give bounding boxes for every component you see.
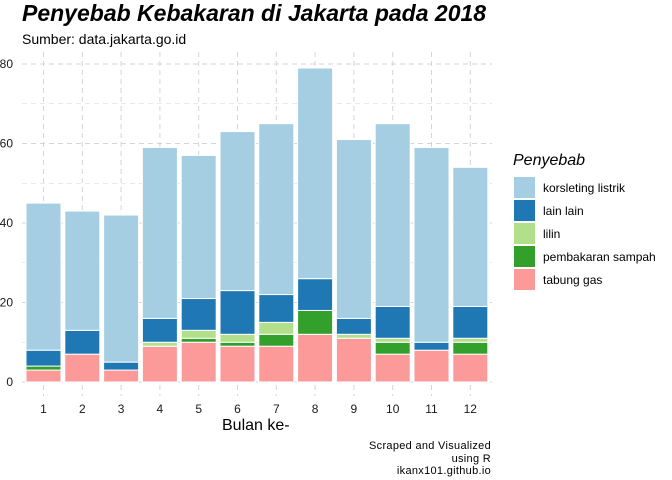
bar-segment bbox=[219, 333, 256, 343]
bar-segment bbox=[413, 349, 450, 383]
legend-swatch bbox=[513, 245, 536, 268]
bar-segment bbox=[374, 341, 411, 355]
legend-label: lain lain bbox=[543, 203, 584, 218]
bar-segment bbox=[374, 123, 411, 307]
legend-title: Penyebab bbox=[513, 152, 586, 169]
bar-segment bbox=[297, 278, 334, 311]
bar-segment bbox=[141, 146, 178, 319]
x-tick-label: 11 bbox=[425, 402, 438, 416]
bar-segment bbox=[374, 353, 411, 383]
bar-segment bbox=[258, 321, 295, 335]
x-tick-label: 6 bbox=[234, 402, 241, 416]
y-tick-label: 40 bbox=[0, 216, 13, 230]
bar-segment bbox=[452, 337, 489, 343]
caption: Scraped and Visualized using R ikanx101.… bbox=[369, 440, 491, 478]
bar-segment bbox=[219, 341, 256, 347]
bar-segment bbox=[25, 349, 62, 367]
legend-swatch bbox=[513, 176, 536, 199]
y-tick-label: 60 bbox=[0, 137, 13, 151]
caption-line-1: Scraped and Visualized bbox=[369, 440, 491, 452]
bar-segment bbox=[180, 337, 217, 343]
bar-segment bbox=[452, 166, 489, 307]
y-tick-label: 0 bbox=[6, 375, 13, 389]
bar-segment bbox=[258, 294, 295, 323]
bar-segment bbox=[25, 202, 62, 351]
y-tick-label: 20 bbox=[0, 296, 13, 310]
bar-segment bbox=[297, 333, 334, 383]
x-tick-label: 5 bbox=[195, 402, 202, 416]
y-tick-label: 80 bbox=[0, 57, 13, 71]
bar-segment bbox=[25, 369, 62, 383]
x-tick-label: 7 bbox=[273, 402, 280, 416]
legend-label: tabung gas bbox=[543, 272, 603, 287]
bar-segment bbox=[64, 329, 101, 355]
x-tick-label: 12 bbox=[464, 402, 478, 416]
x-tick-label: 8 bbox=[312, 402, 319, 416]
legend: Penyebab korsleting listrik lain lain lili… bbox=[513, 152, 656, 291]
legend-swatch bbox=[513, 199, 536, 222]
bar-segment bbox=[258, 333, 295, 347]
bar-segment bbox=[180, 154, 217, 300]
bar-segment bbox=[141, 341, 178, 347]
bar-segment bbox=[219, 345, 256, 383]
bar-segment bbox=[103, 361, 140, 371]
bar-segment bbox=[297, 67, 334, 280]
bar-segment bbox=[25, 365, 62, 371]
bar-segment bbox=[413, 146, 450, 343]
legend-swatch bbox=[513, 268, 536, 291]
legend-item: korsleting listrik bbox=[513, 176, 656, 199]
bar-segment bbox=[258, 345, 295, 383]
bar-segment bbox=[335, 337, 372, 383]
legend-item: pembakaran sampah bbox=[513, 245, 656, 268]
x-tick-label: 1 bbox=[40, 402, 47, 416]
caption-line-2: using R bbox=[451, 452, 491, 465]
legend-item: lilin bbox=[513, 222, 656, 245]
bar-segment bbox=[452, 353, 489, 383]
legend-label: korsleting listrik bbox=[543, 180, 626, 195]
x-tick-label: 10 bbox=[386, 402, 400, 416]
caption-line-3: ikanx101.github.io bbox=[396, 465, 491, 477]
x-tick-label: 3 bbox=[118, 402, 125, 416]
bar-segment bbox=[180, 298, 217, 331]
bar-segment bbox=[219, 131, 256, 292]
bar-segment bbox=[64, 210, 101, 331]
bar-segment bbox=[141, 345, 178, 383]
bar-segment bbox=[374, 337, 411, 343]
bar-segment bbox=[103, 214, 140, 363]
bar-segment bbox=[297, 309, 334, 335]
chart-subtitle: Sumber: data.jakarta.go.id bbox=[22, 31, 187, 47]
legend-item: lain lain bbox=[513, 199, 656, 222]
bar-segment bbox=[452, 305, 489, 339]
bar-segment bbox=[335, 139, 372, 319]
x-tick-label: 2 bbox=[79, 402, 86, 416]
bar-segment bbox=[141, 317, 178, 343]
legend-item: tabung gas bbox=[513, 268, 656, 291]
bar-segment bbox=[452, 341, 489, 355]
x-axis-label: Bulan ke- bbox=[222, 417, 290, 434]
bar-segment bbox=[258, 123, 295, 296]
chart-title: Penyebab Kebakaran di Jakarta pada 2018 bbox=[22, 0, 487, 26]
bar-segment bbox=[374, 305, 411, 339]
legend-label: pembakaran sampah bbox=[543, 249, 656, 264]
bar-segment bbox=[219, 290, 256, 335]
bar-segment bbox=[103, 369, 140, 383]
bar-segment bbox=[64, 353, 101, 383]
bar-segment bbox=[335, 317, 372, 335]
bar-segment bbox=[335, 333, 372, 339]
x-tick-label: 4 bbox=[157, 402, 164, 416]
x-tick-label: 9 bbox=[351, 402, 358, 416]
bar-segment bbox=[180, 341, 217, 383]
bar-segment bbox=[413, 341, 450, 351]
legend-swatch bbox=[513, 222, 536, 245]
bar-segment bbox=[180, 329, 217, 339]
legend-label: lilin bbox=[543, 226, 561, 241]
